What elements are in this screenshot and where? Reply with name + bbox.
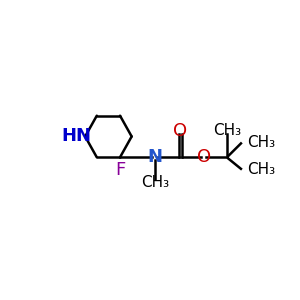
Text: HN: HN [61, 128, 91, 146]
Text: F: F [115, 161, 125, 179]
Text: O: O [197, 148, 211, 166]
Text: CH₃: CH₃ [247, 135, 275, 150]
Text: CH₃: CH₃ [141, 175, 169, 190]
Text: O: O [173, 122, 188, 140]
Text: N: N [147, 148, 162, 166]
Text: CH₃: CH₃ [247, 163, 275, 178]
Text: CH₃: CH₃ [213, 123, 241, 138]
